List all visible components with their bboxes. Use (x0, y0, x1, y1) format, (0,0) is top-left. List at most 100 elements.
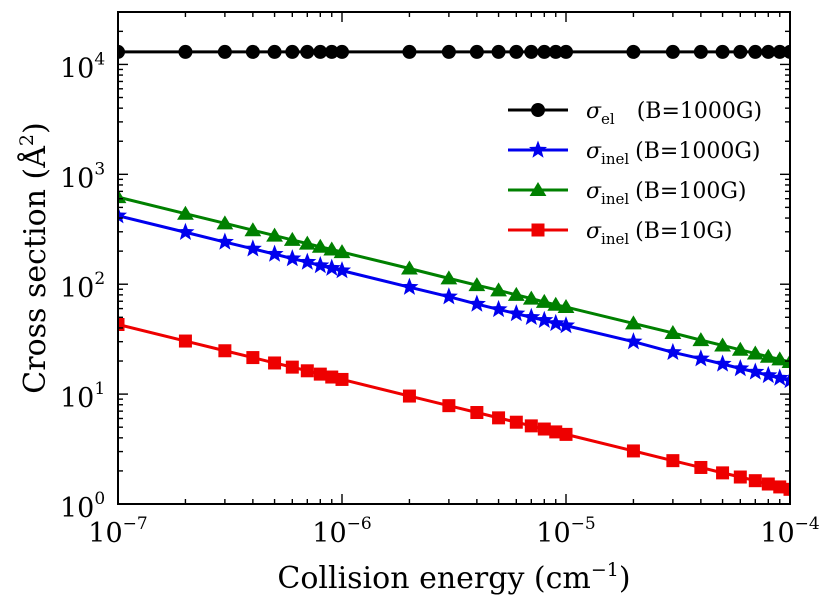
data-point-el1000 (715, 44, 730, 59)
data-point-inel10 (218, 344, 232, 358)
data-point-inel10 (783, 482, 790, 496)
legend-entry-inel1000: σinel (B=1000G) (508, 139, 761, 168)
y-tick-label: 101 (60, 379, 105, 414)
data-point-inel1000 (780, 371, 790, 389)
data-point-inel1000 (624, 332, 643, 350)
y-axis-title: Cross section (Å2) (16, 122, 53, 393)
data-point-inel1000 (507, 304, 526, 322)
data-point-inel10 (773, 480, 787, 494)
data-point-inel1000 (522, 307, 541, 325)
data-point-inel100 (507, 286, 525, 301)
data-point-el1000 (267, 44, 282, 59)
y-tick-label: 100 (60, 489, 105, 524)
legend-marker (529, 182, 547, 196)
data-point-inel10 (268, 356, 282, 370)
data-point-inel10 (442, 399, 456, 413)
data-point-inel10 (694, 460, 708, 474)
data-point-inel100 (746, 345, 764, 360)
tick-labels-layer: 10−7 10−6 10−5 10−4 100 101 102 103 104 (60, 49, 820, 549)
data-point-el1000 (441, 44, 456, 59)
series-line-inel100 (118, 195, 790, 364)
data-point-inel1000 (713, 354, 732, 372)
y-tick-label: 102 (60, 269, 105, 304)
data-point-inel1000 (298, 252, 317, 270)
data-point-inel100 (177, 205, 194, 220)
data-point-el1000 (548, 44, 563, 59)
data-point-inel1000 (746, 362, 765, 380)
data-point-el1000 (748, 44, 763, 59)
data-point-inel10 (549, 425, 563, 439)
data-point-inel10 (716, 466, 730, 480)
data-point-el1000 (118, 44, 125, 59)
data-point-inel1000 (439, 287, 458, 305)
data-point-inel100 (759, 348, 777, 363)
data-point-el1000 (665, 44, 680, 59)
data-point-inel100 (311, 238, 329, 253)
data-point-inel100 (468, 277, 486, 292)
legend-marker (528, 140, 548, 158)
data-point-inel100 (522, 290, 540, 305)
legend-entry-el1000: σel (B=1000G) (508, 99, 762, 128)
data-point-inel100 (440, 270, 458, 285)
series-el1000 (118, 44, 790, 59)
data-point-el1000 (783, 44, 790, 59)
data-point-el1000 (537, 44, 552, 59)
data-point-inel100 (323, 241, 341, 256)
legend-label: σinel (B=100G) (586, 179, 747, 208)
data-point-inel10 (492, 411, 506, 425)
data-point-inel10 (470, 406, 484, 420)
legend-entry-inel100: σinel (B=100G) (508, 179, 747, 208)
data-point-inel10 (733, 470, 747, 484)
legend: σel (B=1000G) σinel (B=1000G) σinel (B=100G) σ… (508, 99, 762, 248)
legend-entry-inel10: σinel (B=10G) (508, 219, 733, 248)
x-tick-label: 10−5 (536, 514, 595, 549)
y-tick-label: 104 (60, 49, 105, 84)
data-point-inel100 (557, 299, 575, 314)
data-point-inel10 (509, 415, 523, 429)
data-point-el1000 (469, 44, 484, 59)
data-point-inel100 (547, 296, 565, 311)
data-point-inel100 (401, 260, 418, 275)
data-point-inel10 (559, 427, 573, 441)
data-point-inel10 (285, 360, 299, 374)
data-point-inel10 (761, 477, 775, 491)
data-point-el1000 (733, 44, 748, 59)
data-point-inel10 (666, 454, 680, 468)
series-line-inel1000 (118, 214, 790, 382)
data-point-el1000 (217, 44, 232, 59)
data-point-inel100 (490, 282, 507, 297)
data-point-inel1000 (731, 359, 750, 377)
data-point-inel1000 (283, 249, 302, 267)
data-point-inel10 (300, 364, 314, 378)
data-point-inel10 (118, 317, 125, 331)
x-tick-label: 10−6 (312, 514, 371, 549)
data-point-inel1000 (118, 206, 128, 224)
data-point-inel10 (313, 367, 327, 381)
data-point-el1000 (313, 44, 328, 59)
data-point-inel100 (333, 244, 351, 259)
data-point-el1000 (402, 44, 417, 59)
data-point-inel1000 (535, 310, 554, 328)
data-point-inel10 (748, 474, 762, 488)
data-point-el1000 (761, 44, 776, 59)
data-point-inel1000 (332, 261, 352, 279)
series-inel10 (118, 317, 790, 496)
data-point-inel10 (335, 372, 349, 386)
data-point-inel1000 (265, 244, 284, 262)
data-point-inel1000 (467, 294, 486, 312)
series-line-inel10 (118, 323, 790, 491)
data-point-el1000 (559, 44, 573, 59)
data-point-inel100 (714, 337, 731, 352)
data-point-inel100 (664, 324, 682, 339)
data-point-el1000 (335, 44, 349, 59)
series-inel1000 (118, 206, 790, 389)
data-point-inel1000 (489, 299, 508, 318)
data-point-inel1000 (556, 316, 576, 334)
data-point-el1000 (245, 44, 260, 59)
x-tick-label: 10−7 (88, 514, 147, 549)
x-axis-title: Collision energy (cm−1) (277, 559, 630, 596)
plot-frame (117, 11, 791, 505)
data-point-inel10 (626, 444, 640, 458)
data-point-inel1000 (759, 365, 778, 384)
legend-label: σinel (B=1000G) (586, 139, 761, 168)
